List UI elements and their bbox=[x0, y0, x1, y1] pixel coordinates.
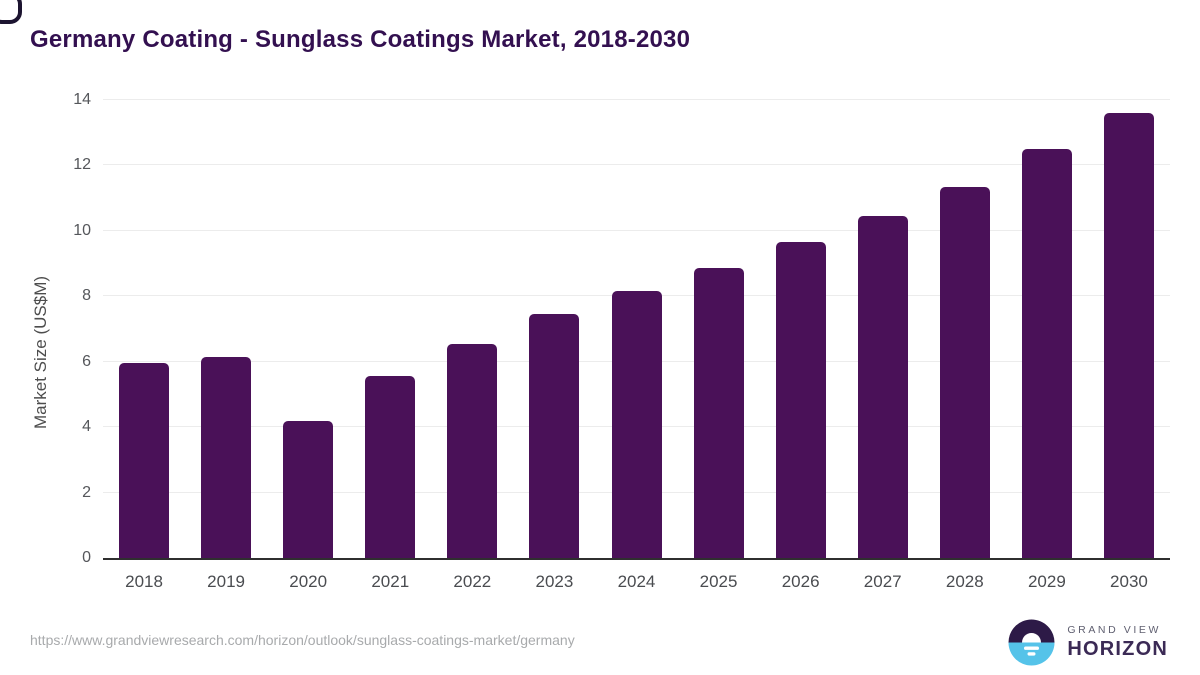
y-tick-label-6: 6 bbox=[82, 352, 91, 370]
sunrise-horizon-icon bbox=[1008, 619, 1055, 665]
x-tick-label-2018: 2018 bbox=[125, 572, 163, 591]
bar-2021 bbox=[365, 376, 416, 558]
gridline-y12 bbox=[103, 164, 1170, 166]
grandview-horizon-logo: GRAND VIEW HORIZON bbox=[1008, 616, 1168, 668]
bar-2030 bbox=[1103, 113, 1154, 558]
y-tick-label-2: 2 bbox=[82, 483, 91, 501]
bar-2022 bbox=[447, 343, 498, 558]
x-tick-label-2021: 2021 bbox=[371, 572, 410, 591]
x-tick-label-2030: 2030 bbox=[1110, 572, 1148, 591]
screenshot-corner-artifact bbox=[0, 0, 22, 24]
logo-text-horizon: HORIZON bbox=[1067, 638, 1168, 661]
bar-2024 bbox=[611, 291, 662, 558]
bar-2018 bbox=[119, 363, 170, 558]
bar-2028 bbox=[939, 186, 990, 558]
x-tick-label-2026: 2026 bbox=[781, 572, 820, 591]
gridline-y10 bbox=[103, 229, 1170, 231]
bar-2020 bbox=[283, 420, 334, 558]
x-tick-label-2019: 2019 bbox=[207, 572, 245, 591]
y-tick-label-4: 4 bbox=[82, 418, 91, 436]
bar-2029 bbox=[1021, 149, 1072, 558]
logo-text-grand-view: GRAND VIEW bbox=[1067, 623, 1162, 636]
source-url: https://www.grandviewresearch.com/horizo… bbox=[30, 632, 575, 648]
y-tick-label-8: 8 bbox=[82, 287, 91, 305]
y-tick-label-0: 0 bbox=[82, 549, 91, 566]
x-tick-label-2023: 2023 bbox=[535, 572, 574, 591]
x-tick-label-2024: 2024 bbox=[617, 572, 656, 591]
x-tick-label-2028: 2028 bbox=[945, 572, 984, 591]
y-tick-label-10: 10 bbox=[73, 221, 91, 239]
x-tick-label-2027: 2027 bbox=[863, 572, 902, 591]
y-tick-label-12: 12 bbox=[73, 156, 91, 174]
bar-2019 bbox=[201, 356, 252, 558]
y-tick-label-14: 14 bbox=[73, 91, 91, 108]
logo-text: GRAND VIEW HORIZON bbox=[1067, 625, 1168, 660]
x-tick-label-2025: 2025 bbox=[699, 572, 738, 591]
bar-2025 bbox=[693, 268, 744, 558]
bar-2023 bbox=[529, 314, 580, 558]
x-tick-label-2029: 2029 bbox=[1027, 572, 1066, 591]
bar-2027 bbox=[857, 216, 908, 558]
gridline-y14 bbox=[103, 99, 1170, 100]
plot-area: Market Size (US$M) 0 2 4 6 8 10 12 14 2018 2019 20… bbox=[31, 91, 1170, 591]
x-tick-label-2022: 2022 bbox=[453, 572, 492, 591]
x-tick-label-2020: 2020 bbox=[289, 572, 328, 591]
page-title: Germany Coating - Sunglass Coatings Mark… bbox=[30, 26, 691, 53]
bar-2026 bbox=[775, 242, 826, 558]
